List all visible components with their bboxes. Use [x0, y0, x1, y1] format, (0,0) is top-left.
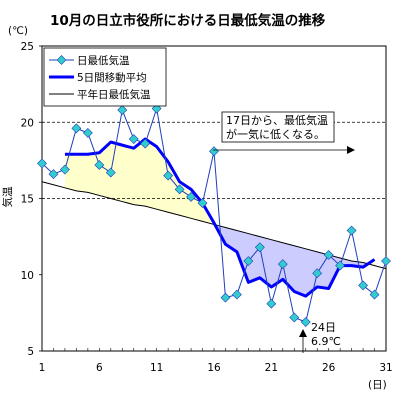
daily-minimum-point — [128, 134, 139, 144]
y-tick-label: 10 — [21, 270, 34, 282]
daily-minimum-point — [369, 289, 380, 300]
daily-minimum-point — [277, 259, 288, 269]
legend-label-daily: 日最低気温 — [77, 54, 130, 67]
daily-minimum-point — [209, 146, 219, 157]
daily-minimum-point — [358, 280, 368, 291]
warm-fill-area — [64, 139, 215, 225]
series-layer — [37, 103, 391, 327]
drop-annotation-arrow-head — [347, 146, 355, 154]
x-tick-label: 1 — [39, 362, 46, 374]
x-tick-label: 31 — [379, 362, 392, 374]
daily-minimum-point — [94, 160, 105, 170]
legend-label-normal: 平年日最低気温 — [77, 88, 151, 101]
daily-minimum-point — [254, 242, 265, 253]
y-tick-label: 15 — [21, 194, 34, 206]
y-tick-label: 20 — [21, 117, 34, 129]
daily-minimum-point — [117, 105, 128, 115]
legend-marker-daily — [56, 55, 67, 65]
legend-label-moving-average: 5日間移動平均 — [77, 71, 147, 84]
daily-minimum-point — [48, 169, 59, 180]
drop-annotation: 17日から、最低気温 が一気に低くなる。 — [213, 111, 355, 154]
minimum-annotation-value: 6.9℃ — [311, 335, 341, 348]
drop-annotation-box — [221, 111, 335, 143]
drop-annotation-line1: 17日から、最低気温 — [226, 113, 328, 127]
minimum-annotation-arrow-head — [299, 329, 307, 337]
x-tick-label: 6 — [96, 362, 103, 374]
unit-label: (℃) — [8, 25, 28, 37]
daily-minimum-point — [60, 164, 70, 175]
y-tick-label: 25 — [21, 41, 34, 53]
y-axis-label: 気温 — [1, 186, 14, 207]
x-tick-label: 21 — [265, 362, 278, 374]
daily-minimum-point — [140, 138, 151, 149]
daily-minimum-point — [312, 268, 323, 279]
drop-annotation-line2: が一気に低くなる。 — [226, 127, 325, 141]
daily-minimum-point — [82, 128, 93, 138]
daily-minimum-point — [163, 170, 174, 181]
minimum-annotation-day: 24日 — [311, 321, 336, 334]
chart-title: 10月の日立市役所における日最低気温の推移 — [50, 12, 326, 29]
daily-minimum-point — [381, 256, 391, 266]
cold-fill-area — [214, 224, 368, 297]
daily-minimum-point — [174, 184, 185, 195]
daily-minimum-point — [197, 198, 208, 208]
x-tick-label: 11 — [150, 362, 163, 374]
legend: 日最低気温 5日間移動平均 平年日最低気温 — [43, 47, 167, 107]
daily-minimum-point — [323, 250, 334, 260]
fill-layer — [64, 139, 375, 297]
daily-minimum-point — [346, 225, 357, 236]
daily-minimum-point — [37, 158, 47, 169]
daily-minimum-point — [220, 292, 231, 303]
daily-minimum-point — [289, 312, 300, 323]
daily-minimum-point — [300, 317, 311, 327]
x-tick-label: 26 — [322, 362, 336, 374]
minimum-annotation: 24日 6.9℃ — [299, 321, 341, 353]
x-axis-unit: (日) — [368, 379, 387, 391]
daily-minimum-point — [105, 167, 116, 178]
daily-minimum-point — [186, 192, 196, 202]
daily-minimum-point — [243, 256, 254, 266]
daily-minimum-point — [232, 289, 242, 300]
daily-minimum-point — [266, 298, 277, 309]
y-tick-label: 5 — [27, 346, 34, 358]
daily-minimum-point — [335, 260, 346, 271]
daily-minimum-point — [71, 123, 82, 134]
x-tick-label: 16 — [207, 362, 221, 374]
